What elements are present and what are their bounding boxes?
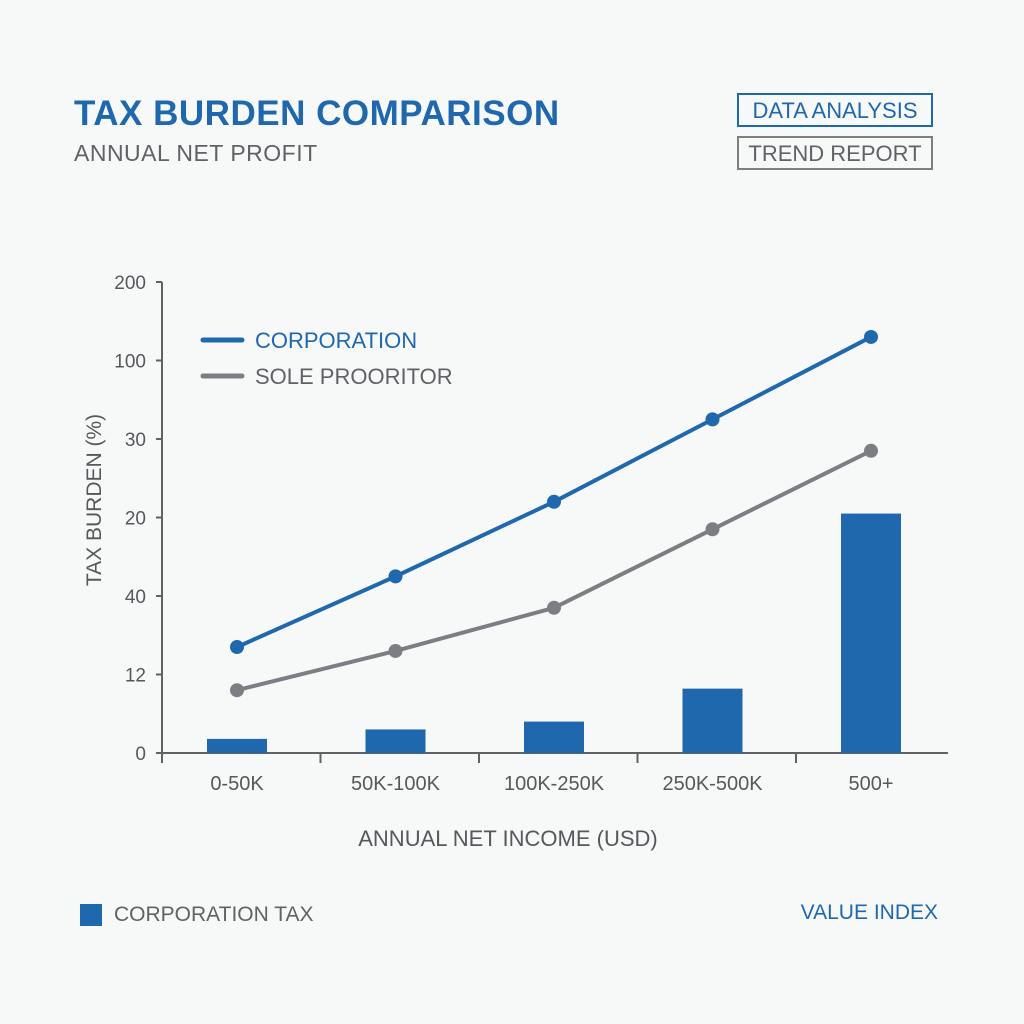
x-tick-label-3: 250K-500K	[662, 773, 763, 795]
x-axis-title: ANNUAL NET INCOME (USD)	[358, 826, 657, 851]
y-axis-title: TAX BURDEN (%)	[83, 414, 106, 586]
bar-4	[841, 513, 901, 753]
y-tick-label-5: 100	[114, 352, 146, 373]
bar-0	[207, 738, 267, 753]
chart-title: TAX BURDEN COMPARISON	[74, 94, 560, 133]
corporation-tax-swatch	[80, 904, 102, 926]
data-analysis-tag: DATA ANALYSIS	[737, 93, 933, 127]
point-series-1-3	[705, 522, 720, 537]
y-tick-label-4: 30	[125, 430, 146, 451]
point-series-0-1	[388, 569, 403, 584]
legend-label-1: SOLE PROORITOR	[255, 364, 453, 389]
x-tick-label-1: 50K-100K	[351, 773, 441, 795]
y-tick-label-0: 0	[135, 744, 146, 765]
point-series-0-0	[230, 640, 244, 655]
legend-label-0: CORPORATION	[255, 328, 417, 353]
y-tick-label-2: 40	[125, 587, 146, 608]
point-series-1-1	[388, 643, 403, 658]
point-series-0-2	[547, 494, 561, 509]
x-tick-label-2: 100K-250K	[504, 773, 605, 795]
point-series-1-0	[230, 683, 244, 698]
y-tick-label-1: 12	[125, 666, 146, 687]
line-series-1	[236, 448, 872, 693]
point-series-0-3	[705, 412, 720, 427]
chart-subtitle: ANNUAL NET PROFIT	[74, 140, 318, 166]
point-series-1-2	[547, 600, 561, 615]
value-index-label: VALUE INDEX	[800, 901, 938, 924]
x-tick-label-0: 0-50K	[210, 773, 264, 795]
bar-1	[365, 729, 426, 753]
point-series-0-4	[864, 329, 878, 344]
corporation-tax-legend-label: CORPORATION TAX	[114, 903, 314, 926]
point-series-1-4	[864, 443, 878, 458]
bar-3	[682, 688, 743, 753]
trend-report-tag: TREND REPORT	[737, 136, 933, 170]
y-tick-label-6: 200	[114, 273, 146, 294]
x-tick-label-4: 500+	[848, 773, 893, 795]
bar-2	[524, 721, 584, 753]
y-tick-label-3: 20	[125, 509, 146, 530]
bottom-legend: CORPORATION TAX	[80, 903, 314, 927]
